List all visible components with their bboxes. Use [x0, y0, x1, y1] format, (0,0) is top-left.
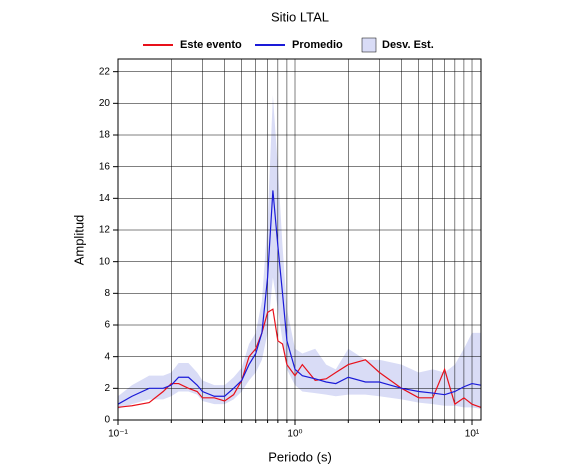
y-tick-label: 10	[99, 256, 111, 267]
x-tick-label: 10⁰	[287, 429, 302, 440]
y-tick-label: 22	[99, 66, 111, 77]
y-axis-label: Amplitud	[71, 215, 86, 266]
series-line	[117, 308, 481, 408]
x-tick-label: 10⁻¹	[108, 429, 128, 440]
y-tick-label: 14	[99, 193, 111, 204]
legend-label: Desv. Est.	[382, 39, 434, 51]
series-line	[117, 190, 481, 405]
plot-frame	[117, 58, 482, 421]
x-axis-label: Periodo (s)	[268, 449, 332, 464]
x-tick-label: 10¹	[465, 429, 480, 440]
y-tick-label: 4	[104, 351, 110, 362]
y-tick-label: 6	[104, 320, 110, 331]
legend-label: Promedio	[292, 39, 343, 51]
y-tick-label: 8	[104, 288, 110, 299]
y-tick-label: 16	[99, 161, 111, 172]
legend-label: Este evento	[180, 39, 242, 51]
y-tick-label: 0	[104, 415, 110, 426]
y-tick-label: 20	[99, 98, 111, 109]
std-band	[118, 95, 481, 409]
y-tick-label: 2	[104, 383, 110, 394]
legend-swatch	[361, 37, 377, 53]
chart-title: Sitio LTAL	[271, 9, 329, 24]
y-tick-label: 18	[99, 130, 111, 141]
y-tick-label: 12	[99, 225, 111, 236]
